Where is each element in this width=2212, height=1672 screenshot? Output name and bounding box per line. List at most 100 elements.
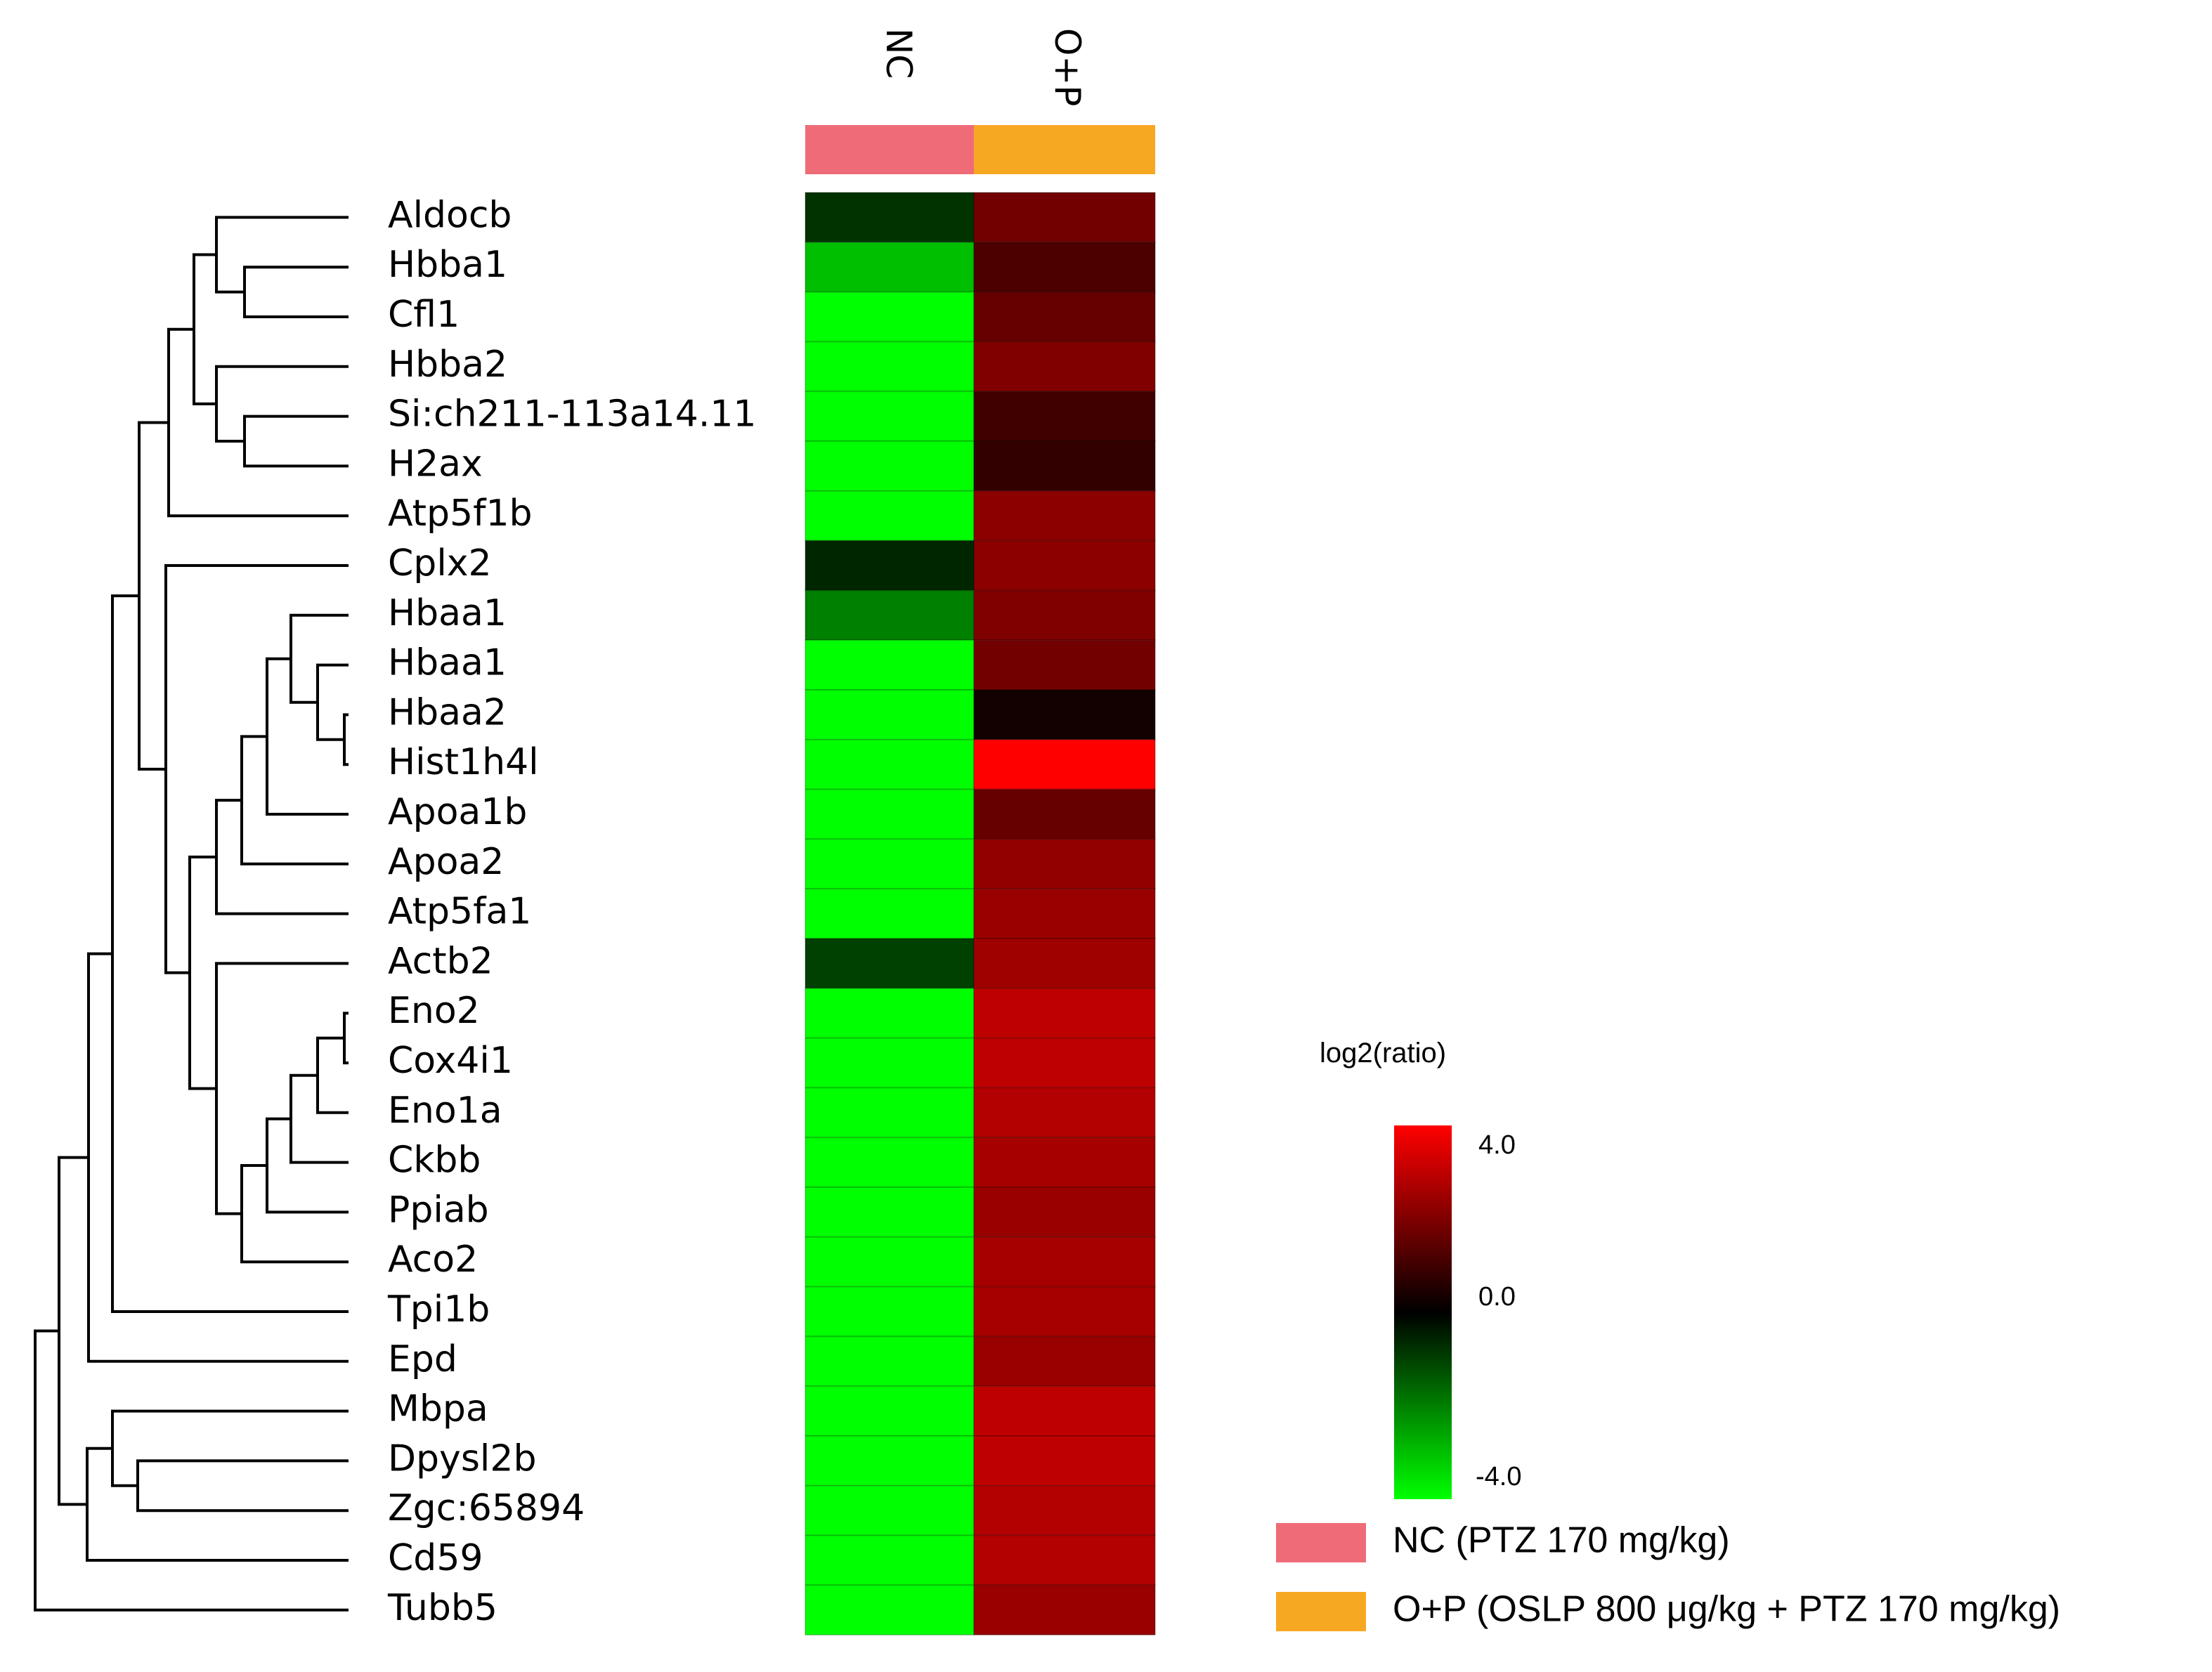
heatmap-cell (973, 1087, 1156, 1139)
gene-label: Aldocb (388, 194, 512, 236)
gene-label: Hbaa2 (388, 691, 507, 733)
heatmap-cell (973, 1286, 1156, 1338)
heatmap-cell (973, 1187, 1156, 1238)
dendrogram-branch (34, 1329, 349, 1612)
heatmap-cell (973, 391, 1156, 443)
dendrogram-branch (343, 713, 349, 766)
heatmap-cell (973, 192, 1156, 243)
heatmap-cell (973, 888, 1156, 939)
heatmap-cell (805, 1037, 975, 1089)
heatmap-cell (973, 987, 1156, 1039)
heatmap-cell (805, 1584, 975, 1636)
gene-label: Cplx2 (388, 542, 492, 584)
heatmap-cell (973, 1335, 1156, 1387)
heatmap-cell (805, 192, 975, 243)
heatmap-cell (805, 391, 975, 443)
heatmap-cell (805, 1087, 975, 1139)
dendrogram-branch (289, 1073, 349, 1164)
heatmap-cell (805, 440, 975, 492)
dendrogram-branch (86, 1446, 349, 1562)
gene-label: Cox4i1 (388, 1040, 513, 1082)
heatmap-cell (805, 1534, 975, 1586)
heatmap-cell (805, 1435, 975, 1487)
gene-label: Dpysl2b (388, 1437, 536, 1480)
gene-label: Ckbb (388, 1139, 481, 1182)
dendrogram-branch (167, 327, 349, 518)
heatmap-cell (973, 341, 1156, 393)
gene-label: Hist1h4l (388, 741, 539, 783)
heatmap-cell (973, 788, 1156, 840)
heatmap-cell (973, 1435, 1156, 1487)
heatmap-cell (973, 1137, 1156, 1188)
dendrogram-branch (215, 216, 349, 294)
heatmap-cell (805, 291, 975, 343)
color-scale-bar (1394, 1125, 1452, 1499)
legend-swatch (1276, 1523, 1366, 1562)
heatmap-cell (805, 1187, 975, 1238)
heatmap-cell (973, 689, 1156, 740)
dendrogram-branch (266, 1117, 349, 1214)
heatmap-cell (805, 1236, 975, 1288)
dendrogram-branch (240, 735, 349, 866)
gene-label: Hbba1 (388, 244, 507, 286)
column-labels: NC O+P (878, 28, 1088, 106)
gene-label: Actb2 (388, 940, 493, 982)
heatmap-cell (805, 490, 975, 542)
gene-label: Si:ch211-113a14.11 (388, 393, 757, 436)
dendrogram-branch (243, 414, 349, 468)
legend-label: O+P (OSLP 800 μg/kg + PTZ 170 mg/kg) (1393, 1589, 2060, 1630)
legend-label: NC (PTZ 170 mg/kg) (1393, 1520, 1730, 1561)
heatmap-cell (973, 838, 1156, 890)
gene-label: Atp5fa1 (388, 891, 531, 933)
column-label-op: O+P (1047, 28, 1088, 106)
gene-label: Tubb5 (387, 1587, 497, 1629)
color-scale-mid: 0.0 (1478, 1282, 1516, 1312)
column-color-bars (805, 125, 1155, 174)
heatmap-cell (973, 241, 1156, 293)
gene-label: Ppiab (388, 1189, 489, 1231)
legend-swatch (1276, 1592, 1366, 1631)
heatmap-cell (973, 1385, 1156, 1437)
gene-label: Hbba2 (388, 344, 507, 386)
heatmap-cell (805, 938, 975, 989)
heatmap-cell (973, 639, 1156, 691)
dendrogram-branch (188, 855, 216, 1090)
dendrogram-branch (87, 952, 349, 1363)
gene-label: Tpi1b (387, 1288, 490, 1331)
dendrogram-branch (266, 657, 349, 816)
heatmap-cell (805, 589, 975, 641)
heatmap-cell (805, 1137, 975, 1188)
dendrogram-branch (215, 365, 349, 443)
heatmap-cell (805, 888, 975, 939)
heatmap-cell (805, 241, 975, 293)
heatmap-cell (805, 341, 975, 393)
row-dendrogram (34, 216, 349, 1612)
gene-label: Atp5f1b (388, 492, 533, 535)
heatmap-cell (805, 639, 975, 691)
heatmap-cell (973, 490, 1156, 542)
gene-labels: Aldocb Hbba1 Cfl1 Hbba2 Si:ch211-113a14.11 H2… (387, 194, 757, 1628)
heatmap-cell (805, 1484, 975, 1536)
heatmap-cell (973, 1037, 1156, 1089)
heatmap-cell (973, 1584, 1156, 1636)
heatmap-cell (973, 540, 1156, 592)
gene-label: H2ax (388, 443, 483, 485)
column-label-nc: NC (878, 28, 919, 79)
gene-label: Apoa1b (388, 791, 527, 833)
dendrogram-branch (215, 962, 349, 1215)
gene-label: Eno2 (388, 990, 480, 1032)
heatmap-cell (805, 788, 975, 840)
heatmap-cell (973, 589, 1156, 641)
dendrogram-branch (58, 1156, 89, 1506)
dendrogram-branch (215, 799, 349, 915)
dendrogram-branch (138, 421, 169, 771)
dendrogram-branch (136, 1459, 349, 1513)
heatmap-cell (805, 738, 975, 790)
dendrogram-branch (343, 1012, 349, 1064)
column-bar-1 (974, 125, 1155, 174)
heatmap-cell (805, 1335, 975, 1387)
gene-label: Eno1a (388, 1090, 502, 1132)
heatmap-cell (805, 1286, 975, 1338)
dendrogram-branch (240, 1164, 349, 1264)
